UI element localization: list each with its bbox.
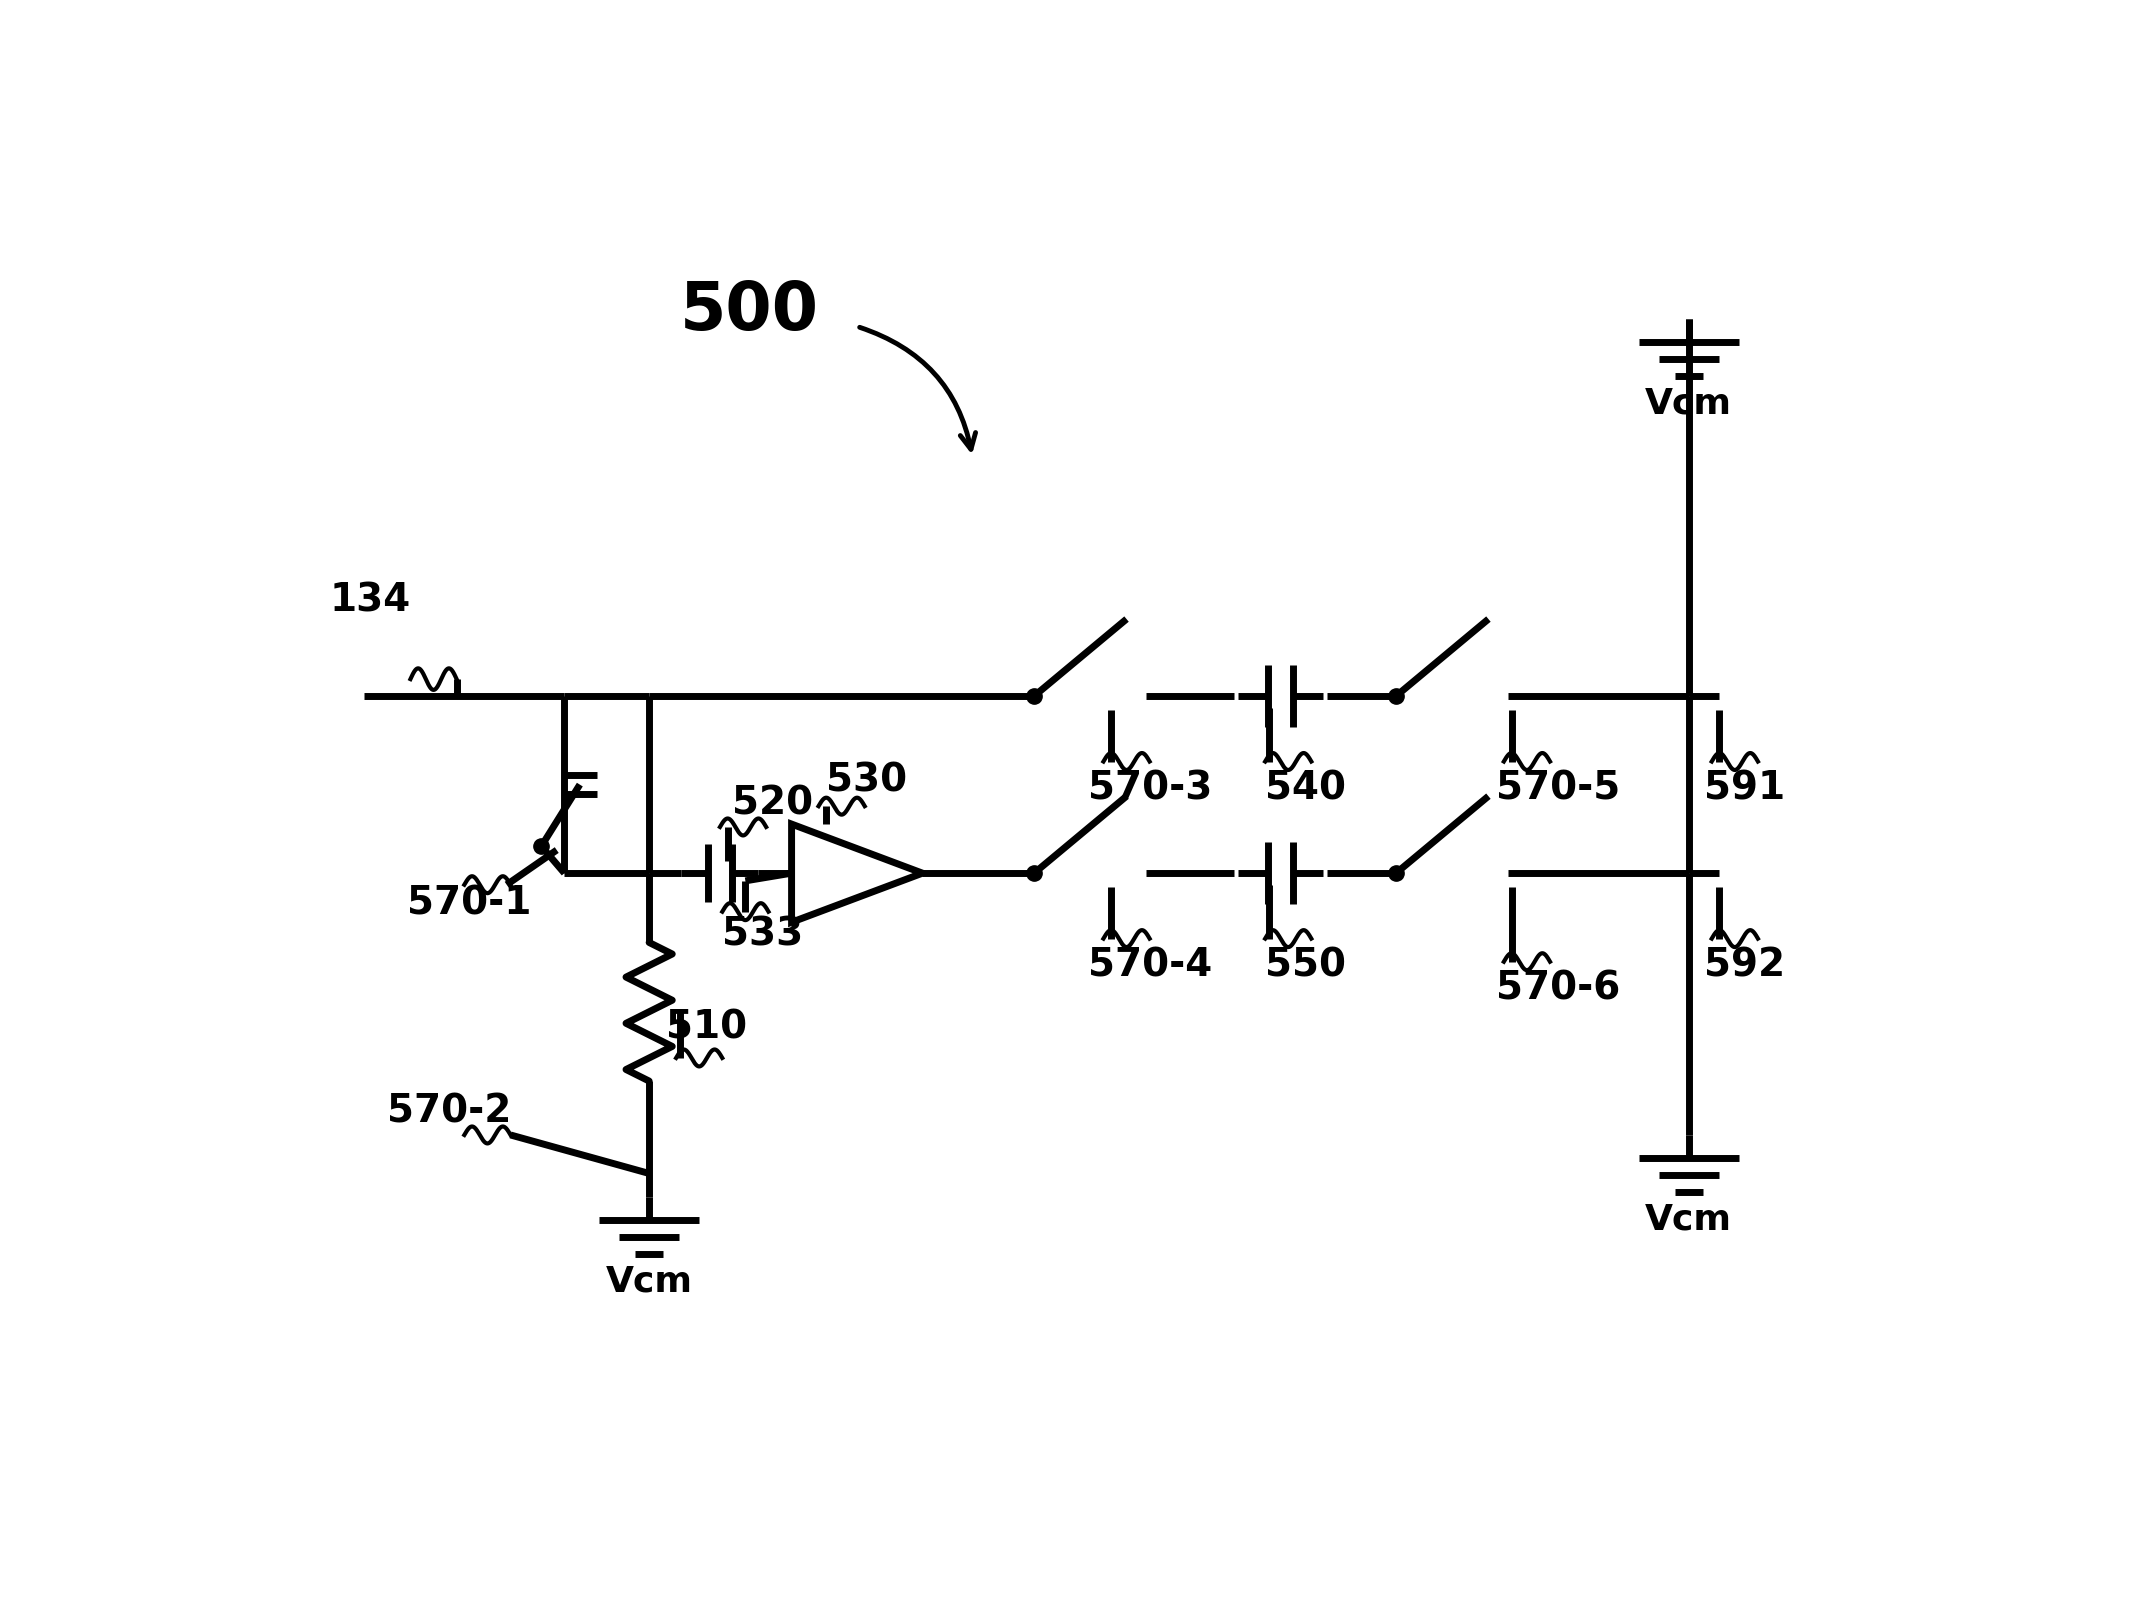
- Text: 570-4: 570-4: [1087, 946, 1213, 985]
- Text: 510: 510: [665, 1009, 746, 1046]
- Text: 520: 520: [731, 784, 812, 823]
- Text: 540: 540: [1264, 770, 1345, 807]
- Text: 591: 591: [1703, 770, 1784, 807]
- Text: 570-2: 570-2: [388, 1092, 512, 1131]
- Text: 500: 500: [680, 277, 819, 345]
- Text: 570-3: 570-3: [1087, 770, 1213, 807]
- Text: 570-1: 570-1: [407, 885, 531, 922]
- Text: 134: 134: [330, 581, 411, 619]
- Text: 533: 533: [723, 916, 804, 954]
- Text: Vcm: Vcm: [605, 1264, 693, 1298]
- Text: Vcm: Vcm: [1646, 387, 1731, 420]
- Text: 592: 592: [1703, 946, 1784, 985]
- Text: 530: 530: [827, 762, 908, 800]
- Text: 570-5: 570-5: [1497, 770, 1620, 807]
- Text: 570-6: 570-6: [1497, 970, 1620, 1007]
- Text: 550: 550: [1264, 946, 1345, 985]
- Text: Vcm: Vcm: [1646, 1203, 1731, 1237]
